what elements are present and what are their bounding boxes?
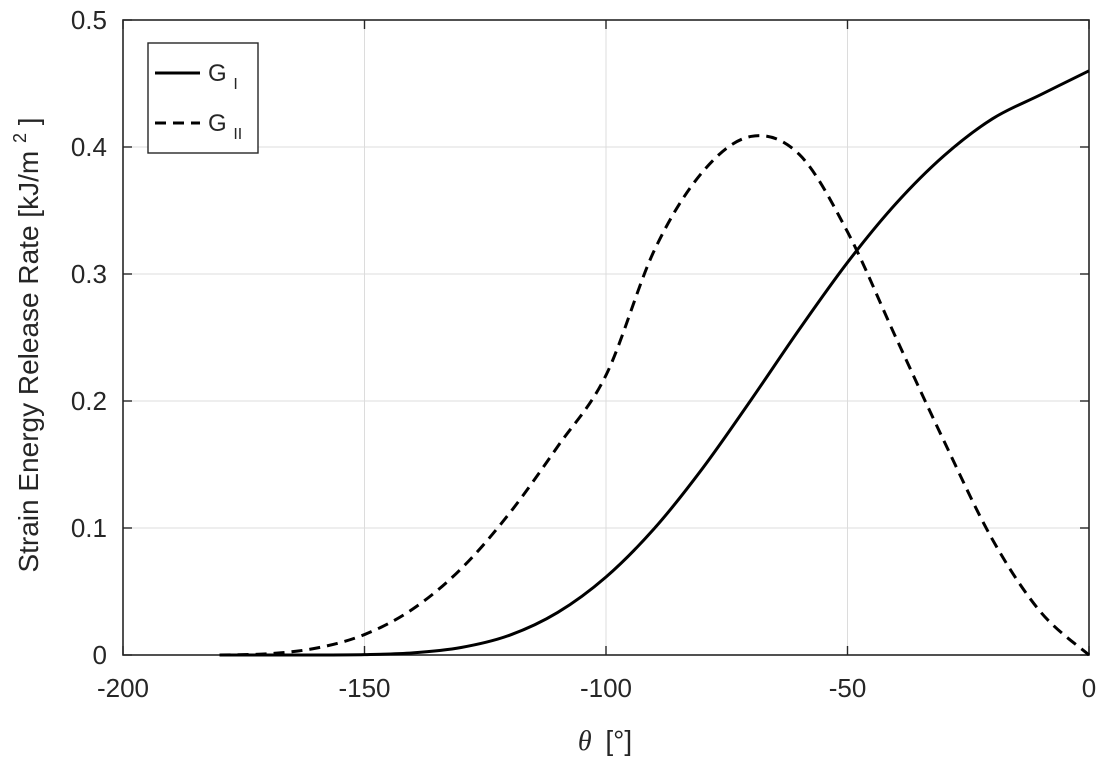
x-tick-label: -50 xyxy=(829,673,867,703)
series-group xyxy=(219,69,1090,657)
x-axis-label: θ [°] xyxy=(578,725,632,757)
x-tick-labels: -200 -150 -100 -50 0 xyxy=(97,673,1096,703)
series-gi-line xyxy=(219,69,1090,657)
legend-gii-sub: II xyxy=(233,126,242,143)
legend-box xyxy=(147,42,259,154)
x-axis-symbol: θ xyxy=(578,726,592,757)
y-tick-label: 0.2 xyxy=(71,386,107,416)
legend-gii-main: G xyxy=(208,110,227,137)
y-axis-label: Strain Energy Release Rate [kJ/m 2 ] xyxy=(1,117,44,572)
y-axis-label-superscript: 2 xyxy=(10,133,30,143)
legend-gi-main: G xyxy=(208,60,227,87)
grid-lines xyxy=(123,20,1089,655)
x-tick-label: -200 xyxy=(97,673,149,703)
x-tick-label: 0 xyxy=(1082,673,1096,703)
x-axis-unit: [°] xyxy=(605,725,632,756)
x-tick-label: -100 xyxy=(580,673,632,703)
y-tick-label: 0.5 xyxy=(71,5,107,35)
legend-gii-label: G II xyxy=(208,110,242,143)
y-tick-label: 0.3 xyxy=(71,259,107,289)
legend-gi-label: G I xyxy=(208,60,238,93)
y-tick-labels: 0 0.1 0.2 0.3 0.4 0.5 xyxy=(71,5,107,670)
y-tick-label: 0.4 xyxy=(71,132,107,162)
legend-gi-sub: I xyxy=(233,76,237,93)
x-tick-label: -150 xyxy=(338,673,390,703)
y-tick-label: 0 xyxy=(93,640,107,670)
y-tick-label: 0.1 xyxy=(71,513,107,543)
y-axis-label-close: ] xyxy=(13,117,44,125)
legend: G I G II xyxy=(147,42,259,154)
y-axis-label-text: Strain Energy Release Rate [kJ/m xyxy=(13,151,44,573)
series-gii-line xyxy=(219,134,1090,657)
